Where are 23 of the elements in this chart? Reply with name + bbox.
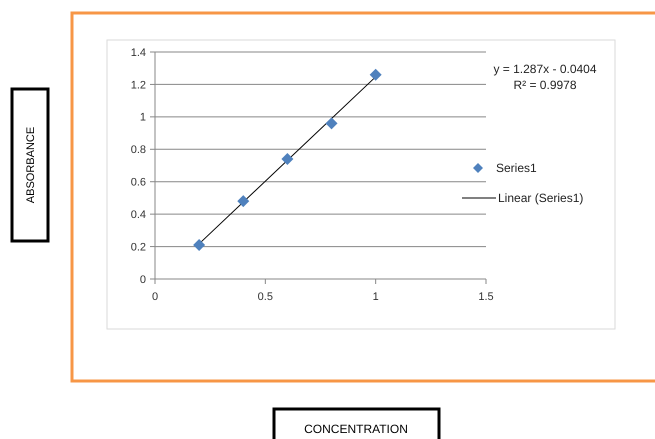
- point: [237, 195, 250, 208]
- text: R² = 0.9978: [513, 78, 577, 92]
- y-tick-label: 0: [140, 274, 146, 286]
- y-tick-label: 0.6: [130, 176, 146, 189]
- point: [370, 68, 382, 81]
- text: ABSORBANCE: [25, 126, 37, 204]
- point: [193, 238, 206, 251]
- y-tick-label: 1.4: [130, 46, 146, 59]
- x-tick-label: 1: [372, 291, 379, 303]
- point: [326, 117, 338, 130]
- point: [281, 153, 294, 166]
- x-tick-label: 0: [152, 291, 158, 303]
- text: CONCENTRATION: [304, 422, 408, 436]
- text: y = 1.287x - 0.0404: [493, 62, 597, 76]
- y-tick-label: 0.2: [130, 241, 146, 254]
- y-tick-label: 1.2: [130, 79, 146, 92]
- legend-label: Series1: [496, 161, 538, 176]
- x-tick-label: 0.5: [258, 291, 273, 303]
- y-tick-label: 1: [140, 112, 146, 124]
- x-tick-label: 1.5: [478, 291, 494, 303]
- y-tick-label: 0.4: [130, 208, 146, 221]
- legend-label: Linear (Series1): [498, 191, 584, 206]
- y-tick-label: 0.8: [130, 144, 146, 156]
